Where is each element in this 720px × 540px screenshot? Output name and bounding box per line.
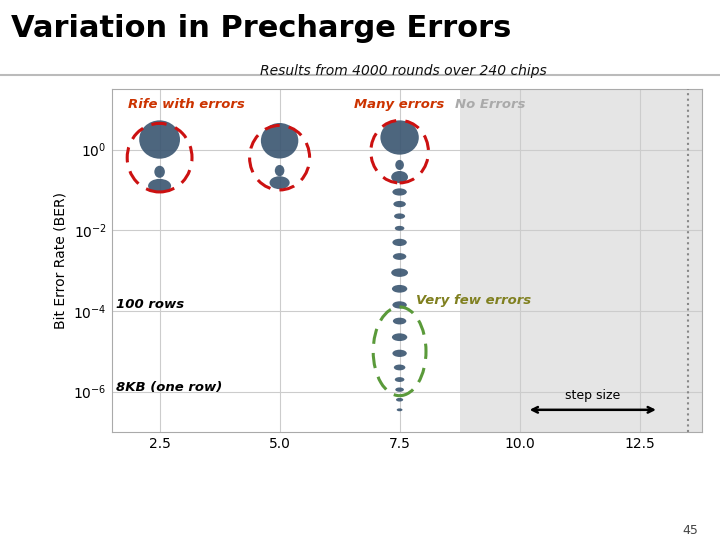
Ellipse shape (392, 188, 407, 195)
Ellipse shape (275, 165, 284, 176)
Ellipse shape (392, 333, 408, 341)
Ellipse shape (380, 120, 419, 154)
Ellipse shape (394, 364, 405, 370)
Text: Very few errors: Very few errors (416, 294, 531, 307)
Ellipse shape (394, 213, 405, 219)
Text: No Errors: No Errors (455, 98, 525, 111)
Text: in precharge latency: in precharge latency (256, 508, 464, 525)
Ellipse shape (391, 268, 408, 277)
Ellipse shape (139, 120, 180, 159)
Ellipse shape (395, 160, 404, 170)
Ellipse shape (393, 253, 406, 260)
Ellipse shape (392, 350, 407, 357)
Text: Results from 4000 rounds over 240 chips: Results from 4000 rounds over 240 chips (260, 64, 546, 78)
Text: 8KB (one row): 8KB (one row) (117, 381, 222, 394)
Ellipse shape (392, 239, 407, 246)
Ellipse shape (397, 408, 402, 411)
Ellipse shape (148, 179, 171, 193)
Text: Rife with errors: Rife with errors (128, 98, 245, 111)
Ellipse shape (393, 201, 406, 207)
Text: 100 rows: 100 rows (117, 299, 184, 312)
Ellipse shape (154, 166, 165, 178)
Text: Many errors: Many errors (354, 98, 444, 111)
Ellipse shape (396, 398, 403, 402)
Text: Modern DRAM chips exhibit significant variation: Modern DRAM chips exhibit significant va… (116, 477, 604, 495)
Y-axis label: Bit Error Rate (BER): Bit Error Rate (BER) (54, 192, 68, 329)
Text: step size: step size (565, 389, 620, 402)
Text: Variation in Precharge Errors: Variation in Precharge Errors (11, 14, 511, 43)
Ellipse shape (395, 377, 405, 382)
Ellipse shape (261, 123, 298, 158)
Text: 45: 45 (683, 524, 698, 537)
Ellipse shape (392, 285, 408, 293)
Ellipse shape (395, 388, 404, 392)
Ellipse shape (393, 318, 406, 325)
Bar (459, 89, 702, 432)
Ellipse shape (269, 176, 289, 189)
Ellipse shape (391, 171, 408, 183)
Ellipse shape (395, 226, 405, 231)
Ellipse shape (392, 301, 407, 308)
